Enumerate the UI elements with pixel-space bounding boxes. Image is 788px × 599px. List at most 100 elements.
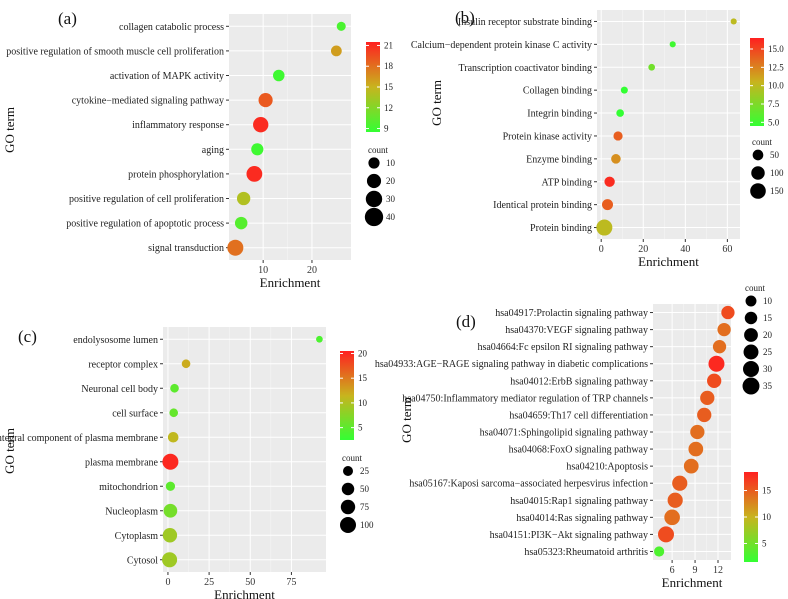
color-bar-label: 7.5	[768, 99, 780, 109]
color-bar	[366, 42, 380, 132]
color-bar-label: 5.0	[768, 117, 780, 127]
data-point	[596, 219, 613, 236]
term-label: collagen catabolic process	[119, 22, 224, 33]
size-legend-label: 150	[770, 186, 784, 196]
x-tick-label: 0	[165, 577, 170, 588]
x-tick-label: 6	[670, 565, 675, 576]
term-label: hsa04210:Apoptosis	[566, 462, 648, 473]
x-tick-label: 75	[286, 577, 296, 588]
x-axis-title: Enrichment	[638, 254, 699, 269]
size-legend-dot	[751, 166, 765, 180]
data-point	[664, 509, 680, 526]
term-label: aging	[202, 145, 224, 156]
data-point	[167, 431, 179, 443]
size-legend-label: 15	[763, 313, 773, 323]
x-tick-label: 40	[680, 244, 690, 255]
term-label: cytokine−mediated signaling pathway	[72, 96, 224, 107]
size-legend-label: 20	[763, 330, 773, 340]
term-label: positive regulation of smooth muscle cel…	[6, 46, 224, 57]
size-legend-dot	[340, 499, 356, 515]
size-legend-label: 20	[386, 176, 396, 186]
size-legend-label: 35	[763, 381, 773, 391]
data-point	[169, 408, 179, 418]
size-legend-label: 25	[763, 347, 773, 357]
term-label: positive regulation of apoptotic process	[66, 219, 224, 230]
size-legend-label: 30	[386, 194, 396, 204]
data-point	[717, 322, 731, 337]
y-axis-title: GO term	[2, 107, 17, 153]
size-legend-dot	[752, 149, 764, 161]
term-label: Neuronal cell body	[81, 384, 158, 395]
size-legend-dot	[364, 207, 384, 227]
color-bar-label: 18	[384, 61, 394, 71]
size-legend-label: 100	[770, 168, 784, 178]
color-bar	[750, 38, 764, 126]
data-point	[700, 390, 715, 406]
data-point	[712, 340, 727, 354]
term-label: hsa04933:AGE−RAGE signaling pathway in d…	[375, 359, 648, 370]
color-bar-label: 20	[358, 348, 368, 358]
color-bar	[340, 351, 354, 440]
term-label: hsa04370:VEGF signaling pathway	[505, 325, 648, 336]
panel-4: (d) hsa04917:Prolactin signaling pathway h…	[375, 283, 773, 590]
term-label: Cytoplasm	[115, 531, 159, 542]
term-label: protein phosphorylation	[128, 169, 224, 180]
term-label: hsa04917:Prolactin signaling pathway	[495, 308, 648, 319]
color-bar-label: 12	[384, 103, 393, 113]
panel-label: (d)	[456, 312, 476, 331]
data-point	[611, 154, 621, 164]
term-label: Protein binding	[530, 223, 592, 234]
x-axis-title: Enrichment	[214, 587, 275, 599]
term-label: Cytosol	[127, 555, 158, 566]
term-label: hsa04659:Th17 cell differentiation	[509, 410, 648, 421]
term-label: signal transduction	[148, 243, 224, 254]
x-tick-label: 9	[693, 565, 698, 576]
plot-background	[597, 10, 740, 239]
data-point	[170, 383, 179, 393]
size-legend-dot	[743, 344, 759, 360]
color-bar	[744, 472, 758, 562]
term-label: mitochondrion	[99, 482, 158, 493]
term-label: hsa04068:FoxO signaling pathway	[509, 445, 648, 456]
term-label: Nucleoplasm	[105, 506, 158, 517]
size-legend-label: 50	[360, 484, 370, 494]
term-label: Enzyme binding	[526, 154, 592, 165]
data-point	[690, 424, 705, 440]
data-point	[667, 492, 683, 508]
term-label: Insulin receptor substrate binding	[458, 17, 592, 28]
term-label: ATP binding	[542, 177, 592, 188]
size-legend-dot	[744, 311, 758, 325]
data-point	[616, 109, 624, 117]
size-legend-title: count	[342, 453, 362, 463]
data-point	[648, 63, 656, 71]
term-label: Transcription coactivator binding	[459, 63, 593, 74]
x-tick-label: 60	[722, 244, 732, 255]
size-legend-dot	[343, 466, 353, 476]
color-bar-label: 5	[358, 423, 363, 433]
data-point	[601, 199, 614, 211]
term-label: activation of MAPK activity	[110, 71, 224, 82]
color-bar-label: 10	[762, 512, 772, 522]
panel-3: (c) endolysosome lumen receptor complex Neu…	[0, 327, 374, 599]
data-point	[316, 335, 323, 343]
term-label: hsa04071:Sphingolipid signaling pathway	[480, 428, 648, 439]
term-label: receptor complex	[88, 359, 158, 370]
panel-1: (a) collagen catabolic process positive re…	[2, 9, 396, 290]
term-label: hsa04014:Ras signaling pathway	[516, 513, 648, 524]
data-point	[162, 552, 178, 568]
panel-label: (b)	[455, 8, 475, 27]
x-axis-title: Enrichment	[260, 275, 321, 290]
term-label: Integrin binding	[527, 109, 592, 120]
x-tick-label: 50	[245, 577, 255, 588]
data-point	[683, 458, 699, 474]
term-label: Identical protein binding	[493, 200, 592, 211]
plot-background	[229, 14, 351, 260]
term-label: hsa05323:Rheumatoid arthritis	[524, 547, 648, 558]
x-tick-label: 0	[599, 244, 604, 255]
size-legend-label: 10	[386, 158, 396, 168]
size-legend-dot	[365, 190, 383, 208]
color-bar-label: 15	[358, 373, 368, 383]
color-bar-label: 12.5	[768, 62, 784, 72]
data-point	[162, 453, 179, 470]
